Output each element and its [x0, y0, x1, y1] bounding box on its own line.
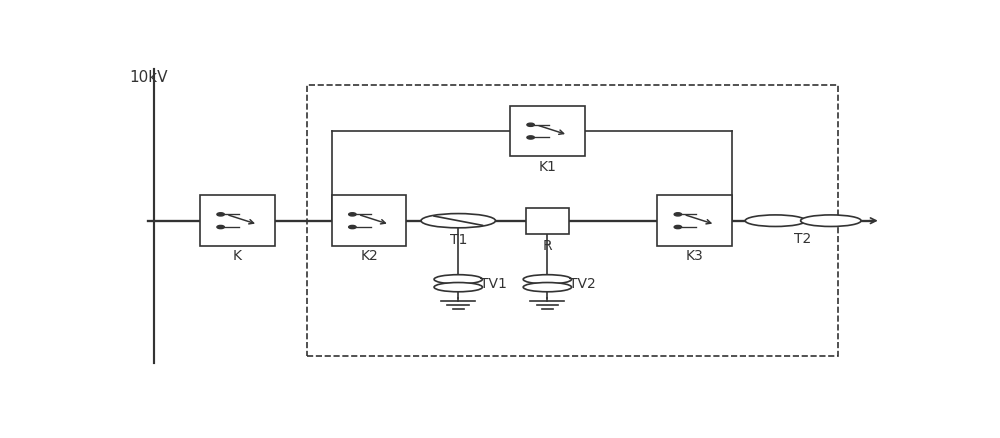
Circle shape [217, 226, 224, 229]
Ellipse shape [523, 283, 572, 292]
Bar [526, 208, 569, 234]
Text: K3: K3 [686, 249, 704, 263]
Bar [307, 86, 838, 356]
Text: K: K [233, 249, 242, 263]
Ellipse shape [745, 215, 806, 227]
Circle shape [349, 226, 356, 229]
Circle shape [527, 124, 534, 127]
Bar [657, 196, 732, 247]
Circle shape [349, 213, 356, 216]
Ellipse shape [421, 214, 495, 228]
Text: 10kV: 10kV [129, 69, 167, 85]
Text: T1: T1 [450, 233, 467, 247]
Ellipse shape [523, 275, 572, 284]
Circle shape [674, 213, 682, 216]
Circle shape [674, 226, 682, 229]
Text: K2: K2 [360, 249, 378, 263]
Ellipse shape [434, 283, 482, 292]
Ellipse shape [434, 275, 482, 284]
Circle shape [217, 213, 224, 216]
Circle shape [527, 137, 534, 140]
Text: K1: K1 [538, 159, 556, 173]
Text: TV1: TV1 [480, 277, 507, 290]
Text: T2: T2 [794, 231, 812, 245]
Bar [200, 196, 275, 247]
Text: TV2: TV2 [569, 277, 596, 290]
Bar [332, 196, 406, 247]
Ellipse shape [801, 215, 861, 227]
Bar [510, 106, 585, 157]
Text: R: R [543, 238, 552, 252]
